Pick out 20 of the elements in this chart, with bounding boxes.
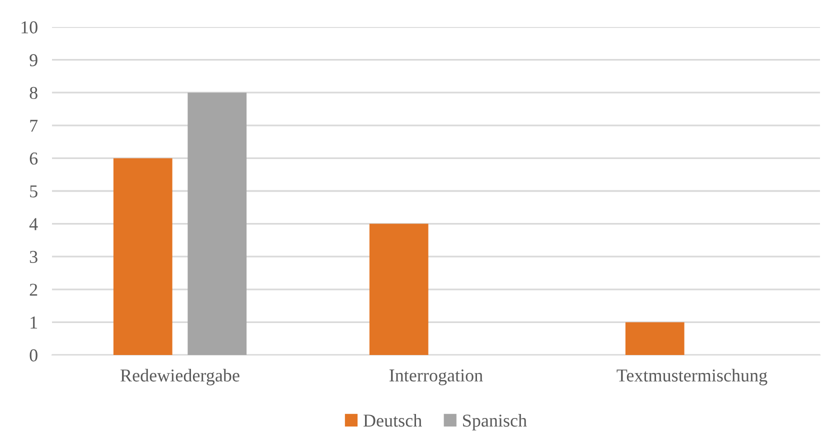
y-tick-label: 3 xyxy=(30,250,38,264)
bar xyxy=(113,158,172,355)
x-tick-label: Interrogation xyxy=(390,369,483,386)
y-tick-label: 10 xyxy=(22,21,38,34)
y-tick-label: 6 xyxy=(30,152,38,165)
bar xyxy=(625,322,684,355)
legend-label: Spanisch xyxy=(463,414,527,430)
bar xyxy=(369,224,428,355)
y-tick-label: 4 xyxy=(29,218,38,230)
y-tick-label: 9 xyxy=(30,54,38,66)
legend-label: Deutsch xyxy=(364,414,422,427)
x-tick-label: Redewiedergabe xyxy=(120,368,240,386)
y-tick-label: 5 xyxy=(30,185,38,198)
y-tick-label: 7 xyxy=(30,120,38,132)
y-tick-label: 2 xyxy=(30,284,38,296)
y-tick-label: 8 xyxy=(30,86,38,100)
x-tick-label: Textmustermischung xyxy=(616,368,768,386)
y-tick-label: 0 xyxy=(30,349,38,362)
bar xyxy=(188,92,247,355)
y-tick-label: 1 xyxy=(30,316,38,328)
